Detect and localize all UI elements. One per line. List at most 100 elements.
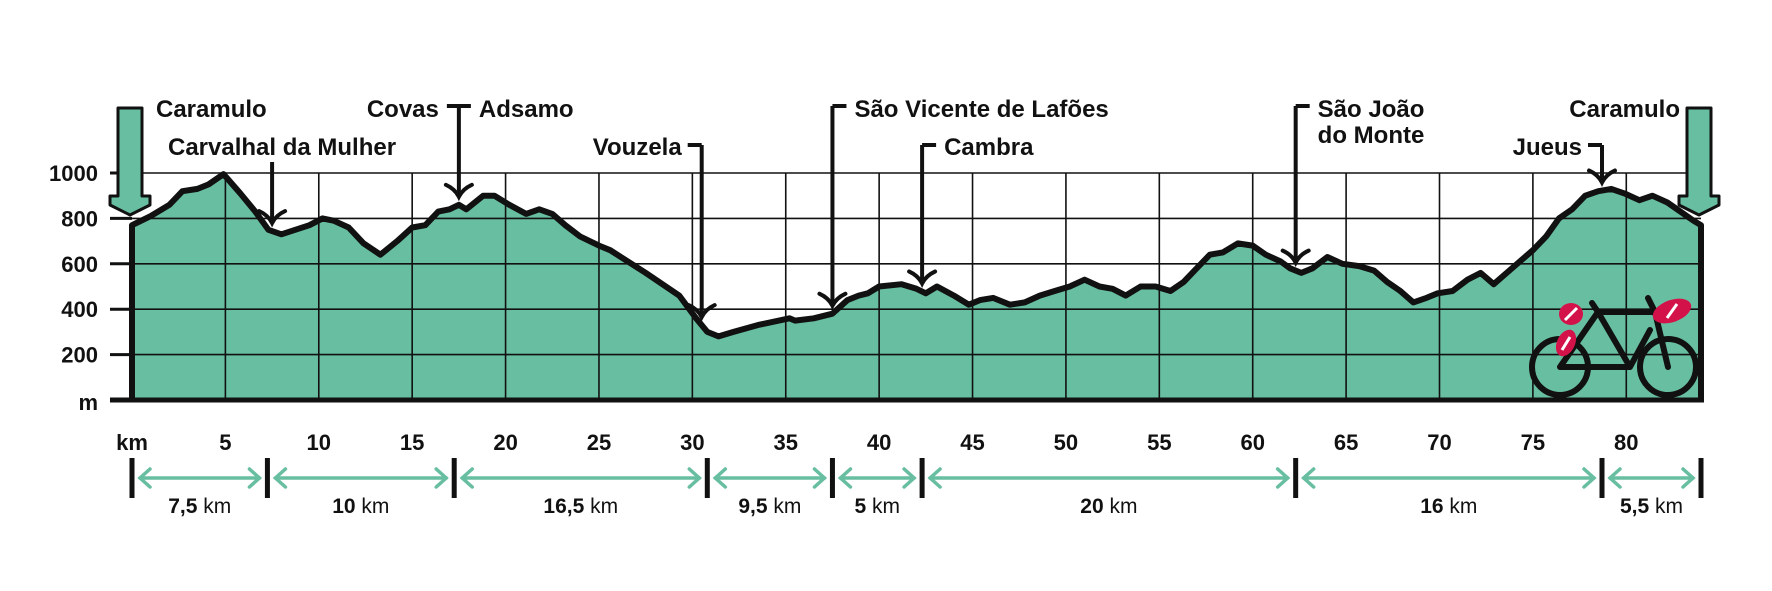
strap — [1563, 306, 1579, 322]
y-tick-label: 600 — [61, 252, 98, 277]
segment-arrowhead-right — [1275, 467, 1291, 489]
place-label-sao-vicente: São Vicente de Lafões — [854, 96, 1108, 123]
segment-arrowhead-right — [1582, 467, 1597, 489]
segment-distance-label: 5 km — [855, 495, 901, 518]
y-tick-label: 400 — [61, 297, 98, 322]
place-pointer-tip — [907, 269, 938, 288]
x-tick-label: 60 — [1240, 430, 1264, 455]
x-tick-label: 5 — [219, 430, 231, 455]
x-tick-label: 25 — [587, 430, 611, 455]
segment-arrowhead-right — [902, 467, 917, 489]
place-pointer-tip — [443, 182, 474, 202]
bike-bag-straps — [1560, 303, 1679, 351]
place-pointer-tip — [817, 291, 848, 311]
segment-distance-unit: km — [584, 495, 618, 518]
x-tick-label: 15 — [400, 430, 424, 455]
segment-arrowhead-left — [837, 467, 853, 489]
place-label-vouzela: Vouzela — [593, 134, 683, 161]
segment-distance-label: 5,5 km — [1620, 495, 1683, 518]
place-label-line: do Monte — [1318, 122, 1425, 149]
x-tick-label: 55 — [1147, 430, 1171, 455]
segment-distance-label: 10 km — [332, 495, 389, 518]
x-tick-label: 40 — [867, 430, 891, 455]
y-tick-label: 200 — [61, 343, 98, 368]
x-tick-label: 45 — [960, 430, 984, 455]
segment-distance-unit: km — [1649, 495, 1683, 518]
place-pointer-tip — [257, 209, 288, 228]
segment-distance-label: 20 km — [1080, 495, 1137, 518]
place-label-carvalhal: Carvalhal da Mulher — [168, 134, 396, 161]
elevation-line — [129, 171, 1704, 340]
x-tick-label: 35 — [774, 430, 798, 455]
x-tick-label: 75 — [1521, 430, 1545, 455]
start-arrow-icon — [108, 106, 152, 217]
place-pointer-tip — [1587, 168, 1617, 187]
strap — [1665, 303, 1679, 319]
segment-distance-unit: km — [866, 495, 900, 518]
segment-arrowhead-right — [434, 467, 449, 489]
y-tick-label: 800 — [61, 206, 98, 231]
x-tick-label: 80 — [1614, 430, 1638, 455]
segment-distance-value: 7,5 — [168, 495, 198, 518]
segment-arrowhead-right — [1681, 467, 1696, 489]
x-tick-label: 20 — [493, 430, 517, 455]
segment-arrowhead-left — [1301, 467, 1316, 489]
segment-arrow — [1607, 467, 1696, 489]
segment-distance-value: 16,5 — [543, 495, 584, 518]
x-tick-label: 65 — [1334, 430, 1358, 455]
segment-arrowhead-left — [1607, 467, 1622, 489]
segment-arrowhead-left — [712, 467, 728, 489]
segment-arrow — [1301, 467, 1597, 489]
place-label-caramulo-start: Caramulo — [156, 96, 267, 123]
elevation-area — [132, 174, 1701, 400]
segment-distance-label: 7,5 km — [168, 495, 231, 518]
y-axis-label: m — [78, 390, 98, 415]
x-tick-label: 10 — [307, 430, 331, 455]
segment-arrow — [927, 467, 1291, 489]
segment-distance-label: 16,5 km — [543, 495, 618, 518]
place-pointer-tip — [686, 303, 717, 322]
place-label-caramulo-finish: Caramulo — [1569, 96, 1680, 123]
segment-arrow — [837, 467, 917, 489]
segment-arrowhead-right — [247, 467, 263, 489]
place-label-sao-joao: São João do Monte — [1318, 96, 1425, 149]
segment-distance-value: 5,5 — [1620, 495, 1650, 518]
segment-distance-unit: km — [1104, 495, 1138, 518]
segment-arrowhead-right — [812, 467, 828, 489]
place-label-cambra: Cambra — [944, 134, 1034, 161]
place-label-line: São João — [1318, 96, 1425, 123]
place-label-adsamo: Adsamo — [479, 96, 574, 123]
bicycle-front-wheel — [1637, 336, 1699, 398]
segment-distance-unit: km — [1444, 495, 1478, 518]
segment-distance-unit: km — [197, 495, 231, 518]
y-tick-label: 1000 — [49, 161, 98, 186]
segment-arrow — [712, 467, 828, 489]
segment-arrowhead-left — [459, 467, 474, 489]
x-tick-label: 70 — [1427, 430, 1451, 455]
segment-distance-unit: km — [356, 495, 390, 518]
segment-arrow — [272, 467, 449, 489]
segment-arrow — [459, 467, 702, 489]
segment-distance-label: 9,5 km — [738, 495, 801, 518]
segment-arrow — [137, 467, 263, 489]
segment-distance-label: 16 km — [1420, 495, 1477, 518]
place-label-covas: Covas — [367, 96, 439, 123]
segment-distance-value: 10 — [332, 495, 355, 518]
segment-arrowhead-right — [687, 467, 702, 489]
strap — [1560, 336, 1572, 351]
finish-arrow-icon — [1677, 106, 1721, 217]
segment-distance-unit: km — [768, 495, 802, 518]
segment-distance-value: 16 — [1420, 495, 1443, 518]
place-label-jueus: Jueus — [1513, 134, 1582, 161]
segment-arrowhead-left — [137, 467, 152, 489]
place-pointer-tip — [1280, 248, 1311, 268]
x-tick-label: 30 — [680, 430, 704, 455]
segment-distance-value: 20 — [1080, 495, 1103, 518]
segment-distance-value: 9,5 — [738, 495, 768, 518]
x-axis-label: km — [116, 430, 148, 455]
x-tick-label: 50 — [1054, 430, 1078, 455]
segment-arrowhead-left — [927, 467, 942, 489]
segment-distance-value: 5 — [855, 495, 867, 518]
segment-arrowhead-left — [272, 467, 288, 489]
